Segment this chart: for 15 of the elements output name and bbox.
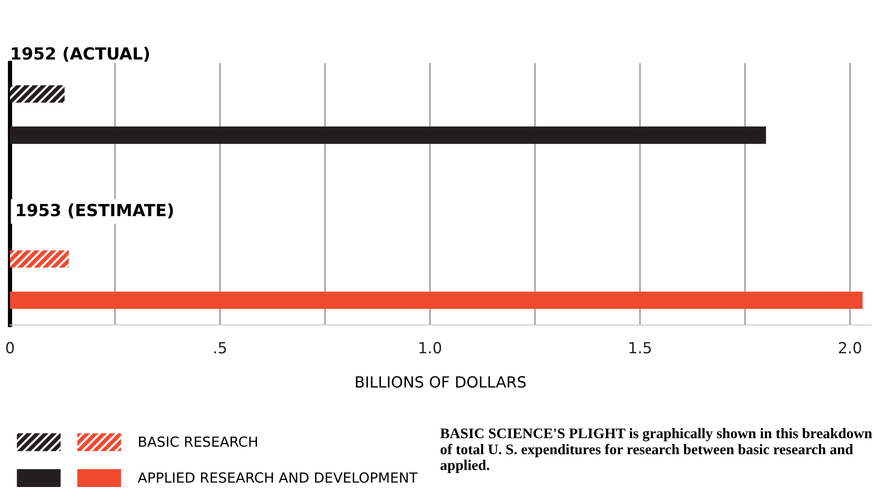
x-tick-label: 1.0	[420, 342, 442, 354]
chart-title: 1952 (ACTUAL)	[12, 46, 150, 62]
legend-label: BASIC RESEARCH	[139, 436, 258, 447]
bar	[10, 126, 766, 144]
bar	[10, 250, 69, 268]
bar	[10, 85, 65, 103]
text: BASIC SCIENCE'S PLIGHT is graphically shown in this breakdown of total U. S. expenditures for research between basic research and applied.	[440, 428, 872, 474]
bar	[10, 292, 863, 309]
x-tick-label: 0	[6, 342, 14, 354]
annotation: 1953 (ESTIMATE)	[16, 203, 173, 218]
legend-label: APPLIED RESEARCH AND DEVELOPMENT	[138, 472, 418, 483]
x-tick-label: 2.0	[838, 342, 862, 354]
x-axis-title: BILLIONS OF DOLLARS	[356, 376, 526, 388]
x-tick-label: .5	[214, 342, 226, 354]
x-tick-label: 1.5	[630, 342, 651, 354]
